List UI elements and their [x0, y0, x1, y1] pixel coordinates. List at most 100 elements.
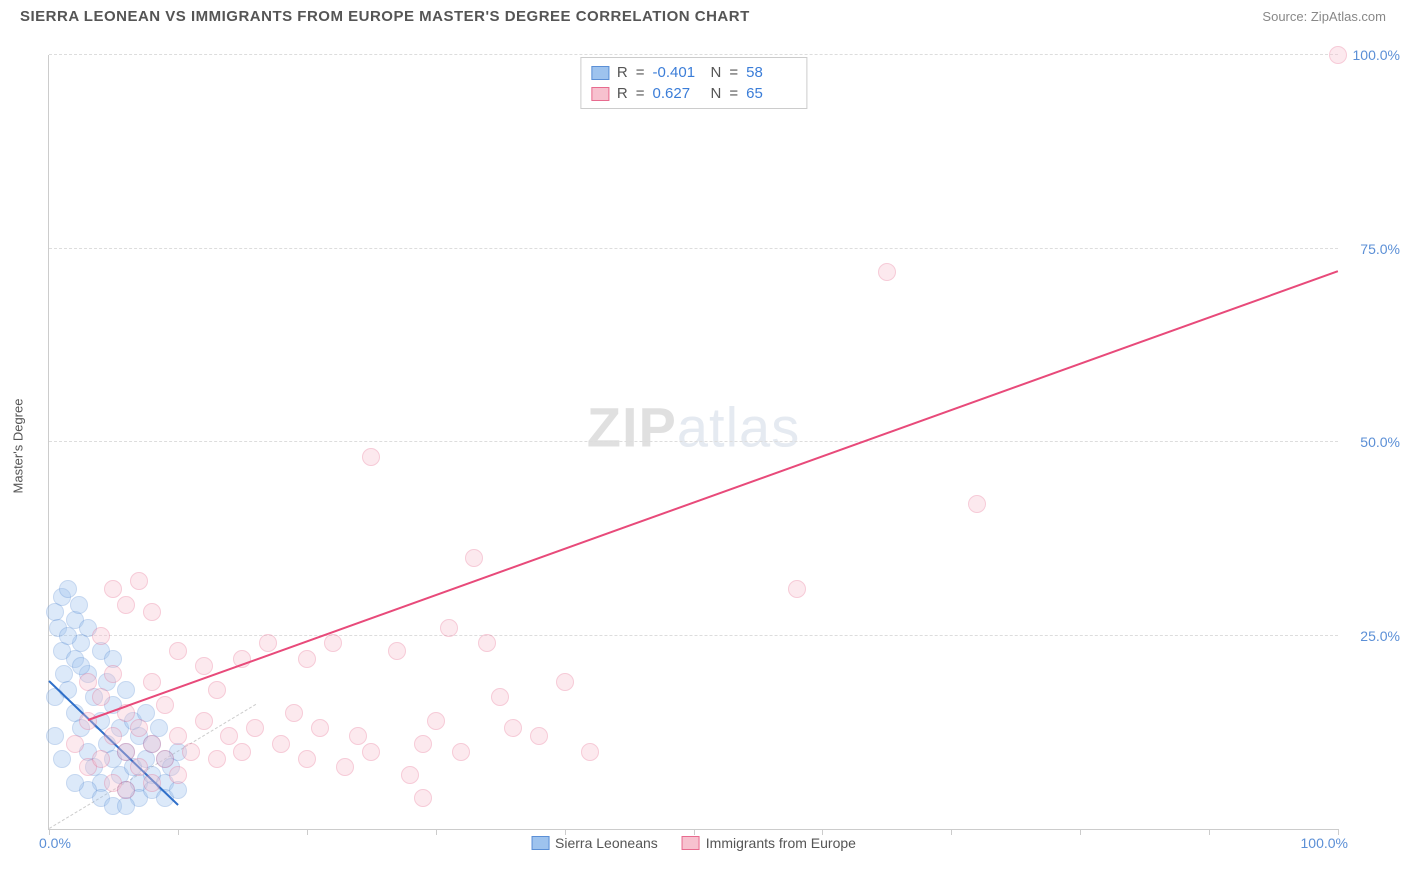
data-point — [440, 619, 458, 637]
chart-header: SIERRA LEONEAN VS IMMIGRANTS FROM EUROPE… — [0, 0, 1406, 29]
y-tick-label: 100.0% — [1353, 47, 1400, 63]
data-point — [324, 634, 342, 652]
data-point — [70, 596, 88, 614]
grid-line — [49, 54, 1338, 55]
data-point — [968, 495, 986, 513]
data-point — [349, 727, 367, 745]
stat-R-label: R — [617, 62, 628, 83]
data-point — [362, 448, 380, 466]
y-tick-label: 75.0% — [1360, 241, 1400, 257]
series-swatch-icon — [591, 66, 609, 80]
grid-line — [49, 248, 1338, 249]
equals-label: = — [729, 62, 738, 83]
data-point — [414, 735, 432, 753]
data-point — [788, 580, 806, 598]
stat-N-label: N — [711, 83, 722, 104]
data-point — [143, 735, 161, 753]
data-point — [478, 634, 496, 652]
stat-R-value: 0.627 — [653, 83, 703, 104]
chart-title: SIERRA LEONEAN VS IMMIGRANTS FROM EUROPE… — [20, 8, 750, 25]
data-point — [169, 727, 187, 745]
data-point — [156, 696, 174, 714]
x-tick — [565, 829, 566, 835]
data-point — [246, 719, 264, 737]
x-axis-min-label: 0.0% — [39, 835, 71, 851]
x-tick — [694, 829, 695, 835]
data-point — [104, 580, 122, 598]
data-point — [143, 603, 161, 621]
data-point — [117, 743, 135, 761]
watermark-part-a: ZIP — [587, 395, 677, 458]
x-tick — [436, 829, 437, 835]
grid-line — [49, 635, 1338, 636]
data-point — [92, 750, 110, 768]
data-point — [104, 727, 122, 745]
data-point — [117, 681, 135, 699]
data-point — [491, 688, 509, 706]
data-point — [195, 657, 213, 675]
data-point — [272, 735, 290, 753]
x-tick — [1338, 829, 1339, 835]
legend-swatch-icon — [531, 836, 549, 850]
scatter-plot-area: ZIPatlas R = -0.401 N = 58 R = 0.627 N =… — [48, 55, 1338, 830]
legend-item: Immigrants from Europe — [682, 835, 856, 851]
data-point — [556, 673, 574, 691]
data-point — [220, 727, 238, 745]
data-point — [298, 750, 316, 768]
x-axis-max-label: 100.0% — [1301, 835, 1348, 851]
data-point — [504, 719, 522, 737]
grid-line — [49, 441, 1338, 442]
data-point — [298, 650, 316, 668]
data-point — [117, 797, 135, 815]
data-point — [1329, 46, 1347, 64]
stat-N-label: N — [711, 62, 722, 83]
x-tick — [951, 829, 952, 835]
data-point — [530, 727, 548, 745]
stats-row: R = 0.627 N = 65 — [591, 83, 796, 104]
stat-N-value: 65 — [746, 83, 796, 104]
x-tick — [307, 829, 308, 835]
data-point — [388, 642, 406, 660]
data-point — [233, 743, 251, 761]
y-tick-label: 50.0% — [1360, 434, 1400, 450]
data-point — [208, 681, 226, 699]
data-point — [46, 727, 64, 745]
source-name: ZipAtlas.com — [1311, 9, 1386, 24]
data-point — [130, 758, 148, 776]
data-point — [427, 712, 445, 730]
data-point — [878, 263, 896, 281]
watermark-part-b: atlas — [677, 395, 800, 458]
data-point — [581, 743, 599, 761]
data-point — [92, 627, 110, 645]
watermark: ZIPatlas — [587, 394, 800, 459]
data-point — [92, 688, 110, 706]
x-tick — [49, 829, 50, 835]
data-point — [285, 704, 303, 722]
legend-item: Sierra Leoneans — [531, 835, 658, 851]
source-attribution: Source: ZipAtlas.com — [1262, 9, 1386, 24]
x-tick — [822, 829, 823, 835]
trend-line — [87, 270, 1338, 721]
data-point — [143, 673, 161, 691]
stat-R-label: R — [617, 83, 628, 104]
data-point — [182, 743, 200, 761]
data-point — [143, 774, 161, 792]
stat-N-value: 58 — [746, 62, 796, 83]
data-point — [156, 750, 174, 768]
x-tick — [178, 829, 179, 835]
x-tick — [1080, 829, 1081, 835]
data-point — [66, 735, 84, 753]
stat-R-value: -0.401 — [653, 62, 703, 83]
legend-label: Sierra Leoneans — [555, 835, 658, 851]
equals-label: = — [636, 62, 645, 83]
stats-row: R = -0.401 N = 58 — [591, 62, 796, 83]
data-point — [130, 572, 148, 590]
data-point — [195, 712, 213, 730]
equals-label: = — [636, 83, 645, 104]
data-point — [79, 673, 97, 691]
legend-swatch-icon — [682, 836, 700, 850]
data-point — [465, 549, 483, 567]
data-point — [169, 642, 187, 660]
data-point — [414, 789, 432, 807]
y-tick-label: 25.0% — [1360, 628, 1400, 644]
